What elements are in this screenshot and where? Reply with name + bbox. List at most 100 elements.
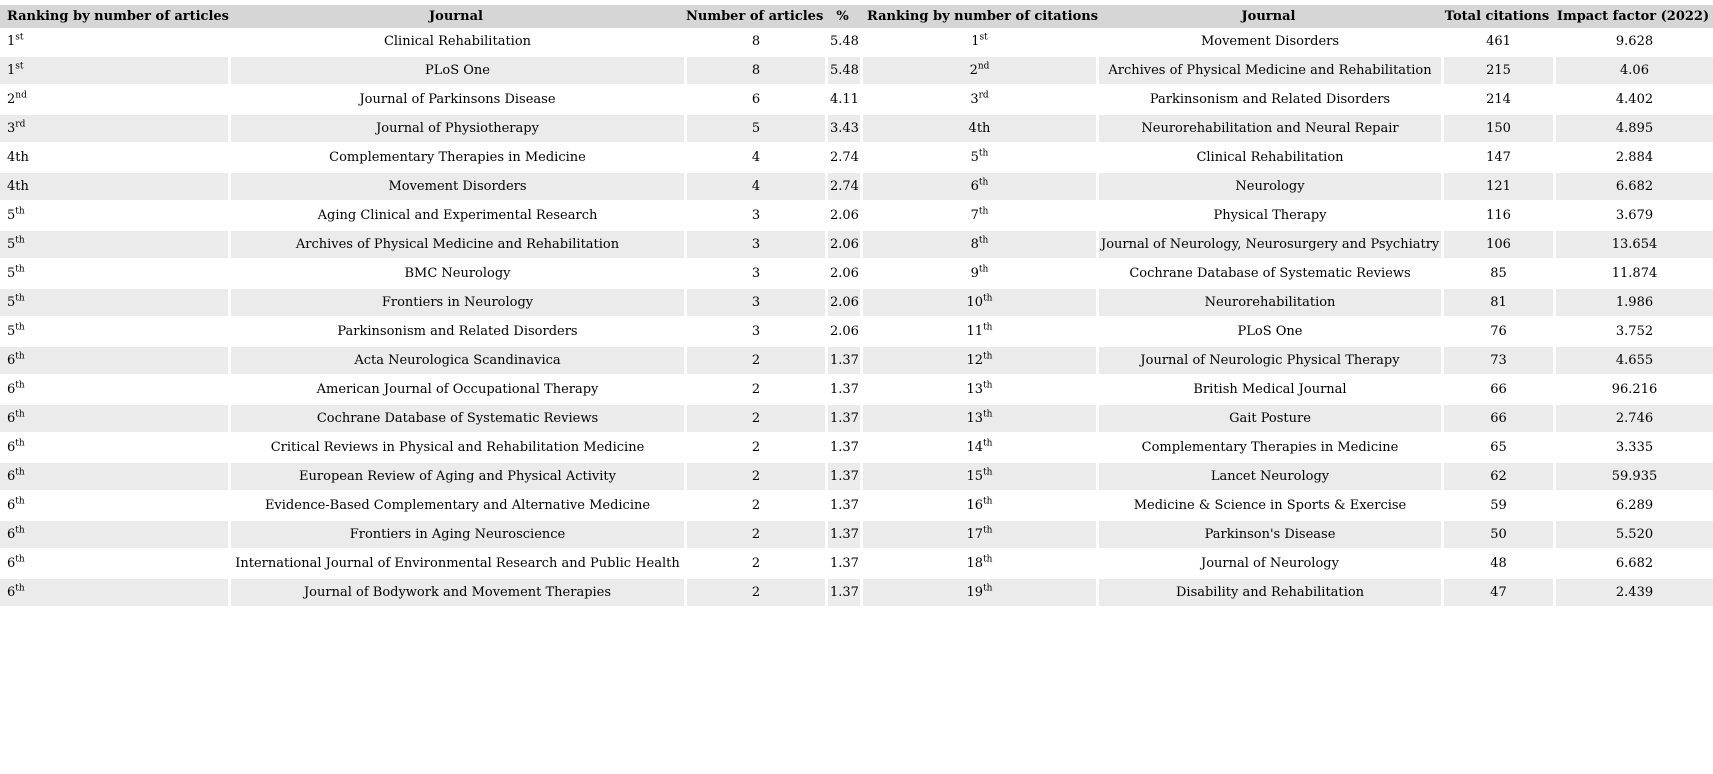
header-articles-journal: Journal [228,5,684,28]
rank-ordinal: st [15,61,24,72]
article-rank-cell: 4th [0,144,228,173]
article-count-cell: 2 [684,376,825,405]
rank-number: 2 [969,63,978,78]
citation-count-cell: 147 [1441,144,1553,173]
rank-ordinal: th [15,264,25,275]
citation-journal-cell: British Medical Journal [1096,376,1441,405]
citation-journal-cell: Parkinsonism and Related Disorders [1096,86,1441,115]
rank-ordinal: th [983,554,993,565]
article-pct-cell: 1.37 [825,579,860,608]
article-pct-cell: 1.37 [825,463,860,492]
rank-number: 15 [966,469,984,484]
table-row: 6th Evidence-Based Complementary and Alte… [0,492,1713,521]
citation-rank-cell: 6th [860,173,1096,202]
rank-number: 5 [7,324,16,339]
article-journal-cell: European Review of Aging and Physical Ac… [228,463,684,492]
article-count-cell: 4 [684,144,825,173]
citation-rank-cell: 2nd [860,57,1096,86]
table-row: 6th American Journal of Occupational Ther… [0,376,1713,405]
article-rank-cell: 6th [0,347,228,376]
table-row: 5th Parkinsonism and Related Disorders 3 2.… [0,318,1713,347]
article-rank-cell: 6th [0,405,228,434]
rank-ordinal: th [15,583,25,594]
citation-journal-cell: Medicine & Science in Sports & Exercise [1096,492,1441,521]
rank-ordinal: th [978,235,989,246]
article-pct-cell: 2.06 [825,260,860,289]
rank-number: 6 [7,382,16,397]
rank-number: 14 [966,440,984,455]
citation-impact-cell: 59.935 [1553,463,1713,492]
article-journal-cell: Frontiers in Aging Neuroscience [228,521,684,550]
citation-count-cell: 65 [1441,434,1553,463]
citation-impact-cell: 3.335 [1553,434,1713,463]
article-rank-cell: 5th [0,260,228,289]
rank-ordinal: th [978,177,989,188]
article-count-cell: 3 [684,231,825,260]
rank-number: 12 [966,353,984,368]
header-citations-journal: Journal [1096,5,1441,28]
citation-impact-cell: 5.520 [1553,521,1713,550]
article-count-cell: 2 [684,463,825,492]
table-body: 1st Clinical Rehabilitation 8 5.48 1st Moveme… [0,28,1713,608]
article-count-cell: 2 [684,579,825,608]
citation-journal-cell: Movement Disorders [1096,28,1441,57]
citation-journal-cell: Gait Posture [1096,405,1441,434]
article-journal-cell: Journal of Bodywork and Movement Therapi… [228,579,684,608]
header-citations-rank: Ranking by number of citations [860,5,1098,28]
article-count-cell: 3 [684,318,825,347]
citation-journal-cell: Cochrane Database of Systematic Reviews [1096,260,1441,289]
rank-ordinal: th [983,583,993,594]
article-pct-cell: 5.48 [825,57,860,86]
rank-number: 18 [966,556,984,571]
rank-number: 6 [7,440,16,455]
rank-number: 3 [7,121,16,136]
citation-rank-cell: 13th [860,405,1096,434]
header-citations-if: Impact factor (2022) [1553,5,1713,28]
citation-impact-cell: 6.682 [1553,173,1713,202]
rank-number: 6 [7,556,16,571]
rank-number: 19 [966,585,984,600]
rank-number: 6 [7,411,16,426]
citation-rank-cell: 5th [860,144,1096,173]
rank-ordinal: th [15,322,25,333]
citation-rank-cell: 4th [860,115,1096,144]
rank-number: 4 [7,150,16,165]
citation-count-cell: 116 [1441,202,1553,231]
citation-rank-cell: 16th [860,492,1096,521]
article-journal-cell: Complementary Therapies in Medicine [228,144,684,173]
article-pct-cell: 1.37 [825,376,860,405]
citation-journal-cell: Clinical Rehabilitation [1096,144,1441,173]
citation-journal-cell: Lancet Neurology [1096,463,1441,492]
citation-journal-cell: Neurorehabilitation [1096,289,1441,318]
rank-number: 13 [966,382,984,397]
table-row: 6 th International Journal of Environmenta… [0,550,1713,579]
rank-number: 2 [7,92,16,107]
citation-rank-cell: 15th [860,463,1096,492]
table-row: 5th Archives of Physical Medicine and Reh… [0,231,1713,260]
article-count-cell: 2 [684,521,825,550]
article-journal-cell: Movement Disorders [228,173,684,202]
rank-ordinal: rd [978,90,989,101]
rank-number: 16 [966,498,984,513]
article-journal-cell: International Journal of Environmental R… [228,550,684,579]
article-pct-cell: 1.37 [825,521,860,550]
article-rank-cell: 6th [0,521,228,550]
citation-rank-cell: 1st [860,28,1096,57]
article-pct-cell: 2.74 [825,144,860,173]
article-pct-cell: 2.06 [825,318,860,347]
article-rank-cell: 6th [0,579,228,608]
article-pct-cell: 3.43 [825,115,860,144]
rank-ordinal: th [15,525,25,536]
rank-ordinal: th [15,235,25,246]
rank-number: 11 [966,324,984,339]
citation-journal-cell: Journal of Neurologic Physical Therapy [1096,347,1441,376]
citation-rank-cell: 8th [860,231,1096,260]
article-count-cell: 4 [684,173,825,202]
citation-rank-cell: 7th [860,202,1096,231]
citation-rank-cell: 13th [860,376,1096,405]
article-journal-cell: Cochrane Database of Systematic Reviews [228,405,684,434]
rank-number: 6 [7,498,16,513]
article-count-cell: 2 [684,492,825,521]
rank-ordinal: st [979,32,988,43]
citation-impact-cell: 3.679 [1553,202,1713,231]
